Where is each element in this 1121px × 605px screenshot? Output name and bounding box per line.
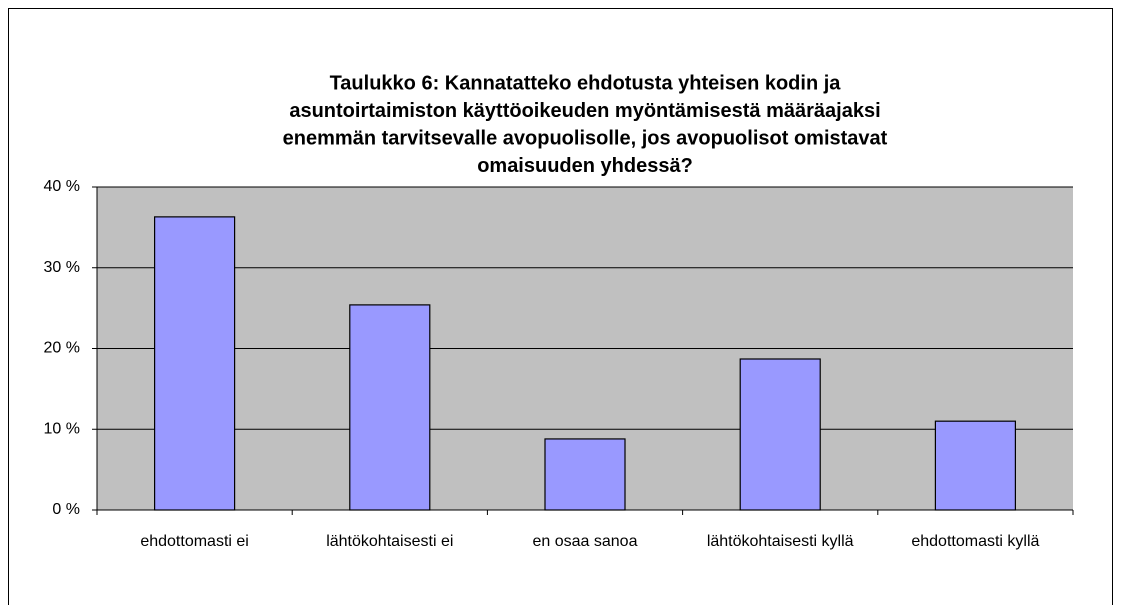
x-tick-label: ehdottomasti ei [140,533,249,550]
chart-title: enemmän tarvitsevalle avopuolisolle, jos… [283,127,888,149]
bar [934,420,1017,511]
bar [349,304,431,511]
y-tick-label: 10 % [44,420,80,437]
y-tick-label: 30 % [44,259,80,276]
chart-title: Taulukko 6: Kannatatteko ehdotusta yhtei… [330,72,842,94]
bar [154,216,236,511]
y-tick-label: 20 % [44,340,80,357]
chart-title: omaisuuden yhdessä? [477,155,693,177]
x-tick-label: lähtökohtaisesti kyllä [706,533,854,550]
x-tick-label: ehdottomasti kyllä [911,533,1040,550]
bar [544,438,626,511]
chart-title: asuntoirtaimiston käyttöoikeuden myöntäm… [289,100,880,122]
chart-frame [8,8,1113,605]
x-tick-label: en osaa sanoa [532,533,638,550]
y-tick-label: 40 % [44,178,80,195]
y-tick-label: 0 % [52,501,80,518]
bar [739,358,821,511]
x-tick-label: lähtökohtaisesti ei [326,533,454,550]
